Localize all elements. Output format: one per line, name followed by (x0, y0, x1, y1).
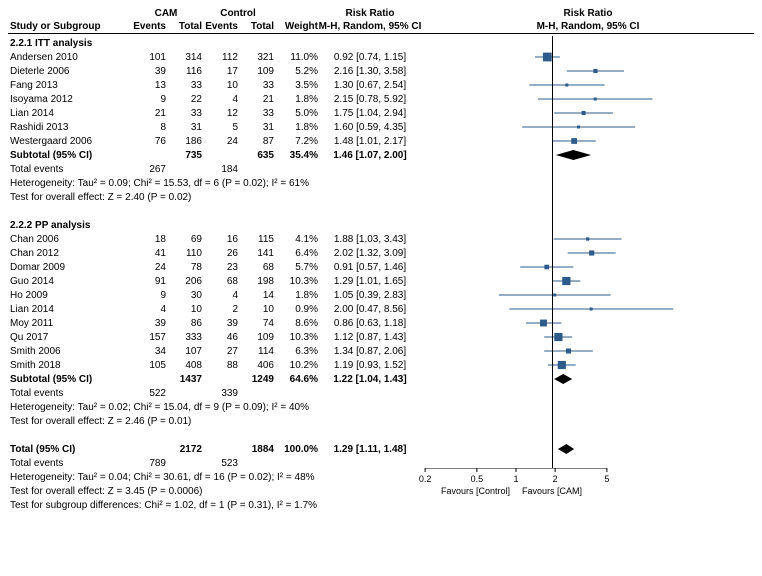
forest-marker (422, 330, 754, 344)
subgroup-title: 2.2.2 PP analysis (8, 218, 754, 232)
ref-line (552, 36, 553, 468)
study-label: Lian 2014 (8, 304, 130, 315)
forest-marker (422, 288, 754, 302)
study-row: Guo 2014 91 206 68 198 10.3% 1.29 [1.01,… (8, 274, 754, 288)
study-label: Qu 2017 (8, 332, 130, 343)
study-row: Dieterle 2006 39 116 17 109 5.2% 2.16 [1… (8, 64, 754, 78)
svg-text:0.2: 0.2 (419, 474, 432, 484)
study-row: Andersen 2010 101 314 112 321 11.0% 0.92… (8, 50, 754, 64)
overall-effect: Test for overall effect: Z = 2.46 (P = 0… (8, 414, 754, 428)
study-row: Lian 2014 21 33 12 33 5.0% 1.75 [1.04, 2… (8, 106, 754, 120)
subtotal-row: Subtotal (95% CI) 735 635 35.4% 1.46 [1.… (8, 148, 754, 162)
svg-text:2: 2 (553, 474, 558, 484)
svg-text:5: 5 (604, 474, 609, 484)
study-label: Isoyama 2012 (8, 94, 130, 105)
study-label: Fang 2013 (8, 80, 130, 91)
forest-marker (422, 246, 754, 260)
heterogeneity: Heterogeneity: Tau² = 0.02; Chi² = 15.04… (8, 400, 754, 414)
forest-diamond (422, 148, 754, 162)
forest-marker (422, 302, 754, 316)
study-label: Andersen 2010 (8, 52, 130, 63)
header-control: Control (202, 8, 274, 19)
study-label: Rashidi 2013 (8, 122, 130, 133)
forest-diamond (422, 442, 754, 456)
svg-text:1: 1 (513, 474, 518, 484)
forest-marker (422, 64, 754, 78)
study-label: Smith 2018 (8, 360, 130, 371)
svg-text:Favours [Control]: Favours [Control] (441, 486, 510, 496)
study-row: Lian 2014 4 10 2 10 0.9% 2.00 [0.47, 8.5… (8, 302, 754, 316)
forest-marker (422, 78, 754, 92)
study-row: Moy 2011 39 86 39 74 8.6% 0.86 [0.63, 1.… (8, 316, 754, 330)
study-row: Smith 2006 34 107 27 114 6.3% 1.34 [0.87… (8, 344, 754, 358)
study-row: Domar 2009 24 78 23 68 5.7% 0.91 [0.57, … (8, 260, 754, 274)
svg-text:0.5: 0.5 (471, 474, 484, 484)
overall-effect: Test for overall effect: Z = 2.40 (P = 0… (8, 190, 754, 204)
study-row: Qu 2017 157 333 46 109 10.3% 1.12 [0.87,… (8, 330, 754, 344)
forest-marker (422, 50, 754, 64)
header-rr: Risk Ratio (318, 8, 422, 19)
subtotal-row: Total (95% CI) 2172 1884 100.0% 1.29 [1.… (8, 442, 754, 456)
study-label: Guo 2014 (8, 276, 130, 287)
forest-marker (422, 260, 754, 274)
study-row: Isoyama 2012 9 22 4 21 1.8% 2.15 [0.78, … (8, 92, 754, 106)
forest-marker (422, 344, 754, 358)
study-label: Lian 2014 (8, 108, 130, 119)
forest-marker (422, 92, 754, 106)
forest-marker (422, 358, 754, 372)
study-row: Chan 2006 18 69 16 115 4.1% 1.88 [1.03, … (8, 232, 754, 246)
header-cam: CAM (130, 8, 202, 19)
svg-text:Favours [CAM]: Favours [CAM] (522, 486, 582, 496)
study-label: Chan 2006 (8, 234, 130, 245)
study-label: Ho 2009 (8, 290, 130, 301)
subgroup-title: 2.2.1 ITT analysis (8, 36, 754, 50)
heterogeneity: Heterogeneity: Tau² = 0.09; Chi² = 15.53… (8, 176, 754, 190)
study-row: Westergaard 2006 76 186 24 87 7.2% 1.48 … (8, 134, 754, 148)
header-rr-plot: Risk Ratio (422, 8, 754, 19)
study-label: Domar 2009 (8, 262, 130, 273)
study-row: Fang 2013 13 33 10 33 3.5% 1.30 [0.67, 2… (8, 78, 754, 92)
study-row: Ho 2009 9 30 4 14 1.8% 1.05 [0.39, 2.83] (8, 288, 754, 302)
forest-marker (422, 274, 754, 288)
study-label: Chan 2012 (8, 248, 130, 259)
study-label: Westergaard 2006 (8, 136, 130, 147)
study-row: Rashidi 2013 8 31 5 31 1.8% 1.60 [0.59, … (8, 120, 754, 134)
study-row: Chan 2012 41 110 26 141 6.4% 2.02 [1.32,… (8, 246, 754, 260)
forest-marker (422, 106, 754, 120)
study-row: Smith 2018 105 408 88 406 10.2% 1.19 [0.… (8, 358, 754, 372)
forest-marker (422, 134, 754, 148)
total-events: Total events 267 184 (8, 162, 754, 176)
total-events: Total events 522 339 (8, 386, 754, 400)
forest-marker (422, 316, 754, 330)
header-study: Study or Subgroup (8, 21, 130, 32)
study-label: Moy 2011 (8, 318, 130, 329)
study-label: Dieterle 2006 (8, 66, 130, 77)
forest-diamond (422, 372, 754, 386)
forest-marker (422, 120, 754, 134)
forest-marker (422, 232, 754, 246)
subtotal-row: Subtotal (95% CI) 1437 1249 64.6% 1.22 [… (8, 372, 754, 386)
study-label: Smith 2006 (8, 346, 130, 357)
